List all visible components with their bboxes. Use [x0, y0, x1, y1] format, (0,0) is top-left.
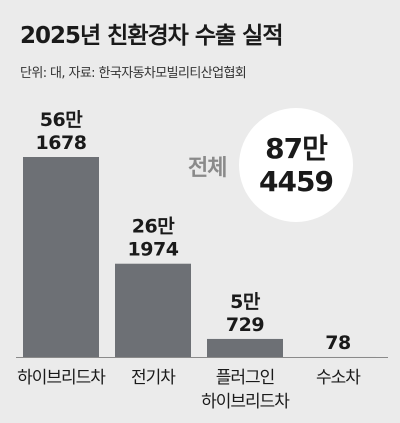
total-value-line2: 4459	[259, 165, 334, 198]
bar-0	[23, 157, 99, 357]
category-label-0-0: 하이브리드차	[17, 368, 106, 388]
category-label-2-0: 플러그인	[216, 368, 275, 388]
data-label-2-0: 5만	[230, 291, 261, 313]
chart-subtitle: 단위: 대, 자료: 한국자동차모빌리티산업협회	[20, 66, 247, 81]
category-label-2-1: 하이브리드차	[201, 392, 290, 412]
data-label-0-1: 1678	[36, 132, 87, 154]
chart-title: 2025년 친환경차 수출 실적	[20, 23, 283, 49]
category-label-3-0: 수소차	[316, 368, 361, 388]
total-value-line1: 87만	[265, 132, 328, 165]
total-label: 전체	[188, 156, 227, 181]
data-label-0-0: 56만	[40, 109, 83, 131]
bar-2	[207, 338, 283, 357]
data-label-1-0: 26만	[132, 216, 175, 238]
bar-1	[115, 263, 191, 357]
data-label-1-1: 1974	[128, 239, 179, 261]
total-badge: 87만 4459	[239, 108, 353, 222]
data-label-2-1: 729	[226, 314, 264, 336]
data-label-3-0: 78	[325, 332, 351, 354]
category-label-1-0: 전기차	[131, 368, 176, 388]
